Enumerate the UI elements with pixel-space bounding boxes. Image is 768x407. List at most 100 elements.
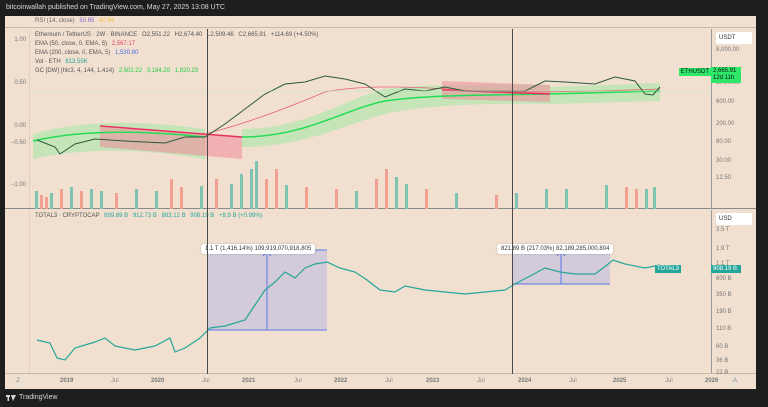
total3-ohlc-legend: TOTAL3 · CRYPTOCAP 899.69 B 912.73 B 883… <box>35 213 263 219</box>
ema50-label: EMA (50, close, 0, EMA, 5) <box>35 41 108 47</box>
volume-legend[interactable]: Vol · ETH 813.55K <box>35 59 88 65</box>
tradingview-logo[interactable]: TradingView <box>6 394 58 401</box>
time-label: Jul <box>202 378 210 384</box>
time-label: 2026 <box>705 378 719 384</box>
auto-scale-button[interactable]: A <box>730 378 740 387</box>
ema50-legend[interactable]: EMA (50, close, 0, EMA, 5) 2,567.17 <box>35 41 135 47</box>
gc-value-2: 3,184.20 <box>146 68 171 74</box>
price-tick: 3.5 T <box>716 227 730 233</box>
left-tick: 0.00 <box>14 123 26 129</box>
price-tick: 30.00 <box>716 158 732 164</box>
price-tick: 110 B <box>716 326 732 332</box>
gc-label: GC [DW] (hlc3, 4, 144, 1.414) <box>35 68 115 74</box>
current-price: 2,665.91 <box>713 68 737 74</box>
brand-name: TradingView <box>19 394 58 401</box>
eth-price-pane[interactable]: 1.00 0.50 0.00 −0.50 −1.00 <box>5 29 756 209</box>
time-label: 2021 <box>242 378 256 384</box>
total3-price-axis[interactable]: USD 3.5 T 1.9 T 1.1 T 600 B 350 B 190 B … <box>711 210 756 376</box>
price-tick: 600 B <box>716 276 732 282</box>
rsi-label: RSI (14, close) <box>35 18 75 24</box>
bar-countdown: 12d 11h <box>713 75 735 81</box>
time-label: Jul <box>665 378 673 384</box>
ema200-label: EMA (200, close, 0, EMA, 5) <box>35 50 111 56</box>
ethusdt-price-tag: 2,665.91 12d 11h <box>711 67 741 83</box>
gc-value-3: 1,820.23 <box>174 68 199 74</box>
rsi-value-1: 50.65 <box>79 18 95 24</box>
price-tick: 22 B <box>716 370 729 376</box>
rsi-value-2: 47.94 <box>99 18 115 24</box>
left-tick: 1.00 <box>14 37 26 43</box>
price-tick: 600.00 <box>716 99 735 105</box>
tradingview-icon <box>6 394 16 401</box>
ethusdt-symbol-tag: ETHUSDT <box>678 68 711 76</box>
total3-left-axis <box>5 210 30 373</box>
ema200-legend[interactable]: EMA (200, close, 0, EMA, 5) 1,530.80 <box>35 50 138 56</box>
total3-low: 883.12 B <box>161 213 186 219</box>
eth-candles-chart <box>30 75 711 209</box>
left-tick: −1.00 <box>10 182 26 188</box>
measure-label-2[interactable]: 821.89 B (217.03%) 82,189,285,000,804 <box>497 244 614 254</box>
price-tick: 1.1 T <box>716 261 730 267</box>
time-label: 2022 <box>334 378 348 384</box>
time-label: 2023 <box>426 378 440 384</box>
vol-label: Vol · ETH <box>35 59 61 65</box>
time-label: Jul <box>294 378 302 384</box>
total3-close: 908.19 B <box>190 213 215 219</box>
total3-symbol[interactable]: TOTAL3 · CRYPTOCAP <box>35 213 100 219</box>
footer: TradingView <box>0 389 768 407</box>
time-label: Jul <box>385 378 393 384</box>
symbol-title[interactable]: Ethereum / TetherUS · 2W · BINANCE <box>35 32 138 38</box>
time-label: 2025 <box>613 378 627 384</box>
price-tick: 80.00 <box>716 139 732 145</box>
rsi-legend: RSI (14, close) 50.65 47.94 <box>35 18 114 24</box>
gc-left-axis: 1.00 0.50 0.00 −0.50 −1.00 <box>5 29 30 208</box>
total3-open: 899.69 B <box>104 213 129 219</box>
total3-pane[interactable]: TOTAL3 · CRYPTOCAP 899.69 B 912.73 B 883… <box>5 210 756 376</box>
left-tick: −0.50 <box>10 140 26 146</box>
time-label: 2024 <box>518 378 532 384</box>
volume-bars <box>35 161 656 209</box>
time-label: Jul <box>477 378 485 384</box>
total3-high: 912.73 B <box>132 213 157 219</box>
price-tick: 190 B <box>716 309 732 315</box>
price-tick: 1,400.00 <box>716 80 740 86</box>
vertical-marker-line-1[interactable] <box>207 29 208 374</box>
total3-candles-chart <box>36 249 661 361</box>
published-header: bitcoinwallah published on TradingView.c… <box>6 4 225 11</box>
currency-usdt[interactable]: USDT <box>716 32 752 44</box>
time-label: Jul <box>569 378 577 384</box>
ema200-value: 1,530.80 <box>115 50 139 56</box>
zoom-button[interactable]: Z <box>13 378 23 387</box>
price-tick: 60 B <box>716 344 729 350</box>
eth-price-axis[interactable]: USDT 8,000.00 1,400.00 600.00 200.00 80.… <box>711 29 756 208</box>
measure-label-1[interactable]: 1.1 T (1,416.14%) 109,919,070,918,805 <box>201 244 316 254</box>
ema50-value: 2,567.17 <box>111 41 136 47</box>
time-label: 2020 <box>151 378 165 384</box>
gc-legend[interactable]: GC [DW] (hlc3, 4, 144, 1.414) 2,502.22 3… <box>35 68 198 74</box>
eth-ohlc-legend: Ethereum / TetherUS · 2W · BINANCE O2,55… <box>35 32 318 38</box>
price-tick: 200.00 <box>716 121 735 127</box>
change-value: +114.69 (+4.50%) <box>270 32 319 38</box>
price-tick: 1.9 T <box>716 246 730 252</box>
gc-value-1: 2,502.22 <box>118 68 143 74</box>
time-label: 2019 <box>60 378 74 384</box>
price-tick: 350 B <box>716 292 732 298</box>
price-tick: 36 B <box>716 358 729 364</box>
close-value: C2,665.91 <box>238 32 267 38</box>
rsi-pane: RSI (14, close) 50.65 47.94 <box>5 16 756 28</box>
vertical-marker-line-2[interactable] <box>512 29 513 374</box>
total3-symbol-tag: TOTAL3 <box>654 265 681 273</box>
price-tick: 8,000.00 <box>716 47 740 53</box>
vol-value: 813.55K <box>65 59 88 65</box>
total3-price-tag: 908.19 B <box>711 265 741 273</box>
chart-frame: RSI (14, close) 50.65 47.94 1.00 0.50 0.… <box>5 16 756 389</box>
high-value: H2,674.40 <box>174 32 203 38</box>
time-axis[interactable]: Z 2019 Jul 2020 Jul 2021 Jul 2022 Jul 20… <box>5 374 756 389</box>
time-label: Jul <box>111 378 119 384</box>
total3-change: +8.9 B (+0.99%) <box>218 213 263 219</box>
low-value: L2,509.46 <box>207 32 234 38</box>
price-tick: 12.50 <box>716 175 732 181</box>
left-tick: 0.50 <box>14 80 26 86</box>
open-value: O2,551.22 <box>141 32 170 38</box>
currency-usd[interactable]: USD <box>716 213 752 225</box>
